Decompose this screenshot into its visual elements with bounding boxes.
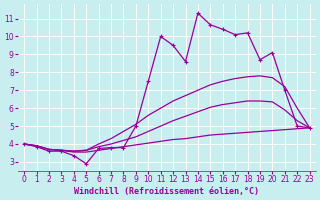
X-axis label: Windchill (Refroidissement éolien,°C): Windchill (Refroidissement éolien,°C) bbox=[74, 187, 260, 196]
